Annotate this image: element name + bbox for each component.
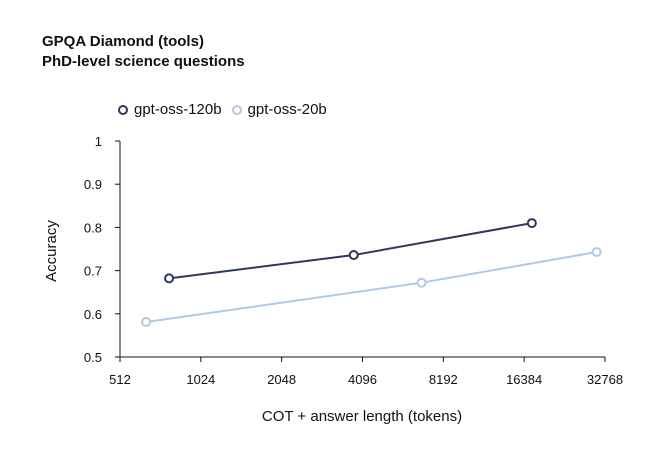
y-tick-label: 0.6 — [84, 307, 102, 322]
data-point — [348, 250, 359, 261]
legend-label-series-1: gpt-oss-20b — [247, 101, 327, 118]
series-line-0 — [168, 222, 533, 280]
x-tick-label: 4096 — [348, 372, 377, 387]
chart-title-block: GPQA Diamond (tools) PhD-level science q… — [42, 32, 245, 72]
x-tick-label: 512 — [109, 372, 131, 387]
data-point — [591, 247, 602, 258]
y-tick-label: 0.7 — [84, 264, 102, 279]
data-point — [141, 317, 152, 328]
y-tick-label: 1 — [95, 134, 102, 149]
series-line-1 — [145, 251, 597, 323]
data-point — [416, 277, 427, 288]
x-tick-label: 32768 — [587, 372, 623, 387]
x-tick-label: 8192 — [429, 372, 458, 387]
y-tick-label: 0.8 — [84, 220, 102, 235]
y-axis-label: Accuracy — [43, 220, 60, 282]
x-tick-label: 1024 — [186, 372, 215, 387]
y-tick-label: 0.5 — [84, 350, 102, 365]
x-axis-label: COT + answer length (tokens) — [262, 408, 462, 425]
x-tick-label: 16384 — [506, 372, 542, 387]
legend-item-series-1: gpt-oss-20b — [231, 101, 327, 118]
y-tick-label: 0.9 — [84, 177, 102, 192]
legend-item-series-0: gpt-oss-120b — [118, 101, 222, 118]
legend-label-series-0: gpt-oss-120b — [134, 101, 222, 118]
legend: gpt-oss-120b gpt-oss-20b — [118, 101, 337, 118]
chart-title: GPQA Diamond (tools) — [42, 33, 204, 50]
legend-marker-series-1 — [231, 104, 242, 115]
legend-marker-series-0 — [118, 104, 128, 115]
x-tick-label: 2048 — [267, 372, 296, 387]
chart-subtitle: PhD-level science questions — [42, 53, 245, 70]
data-point — [164, 273, 175, 284]
data-point — [526, 218, 537, 229]
